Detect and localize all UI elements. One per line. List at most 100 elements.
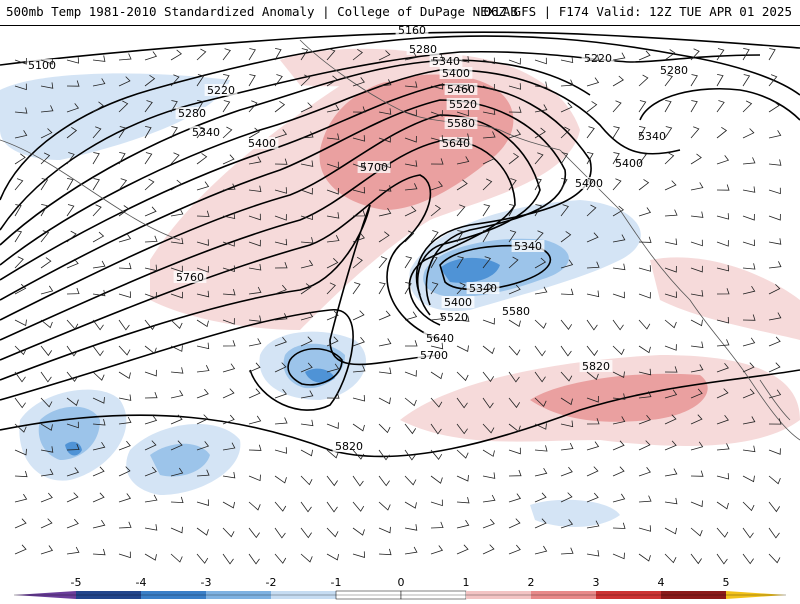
contour-label-background xyxy=(439,67,473,79)
wind-barb xyxy=(560,259,574,269)
wind-barb xyxy=(560,204,569,217)
wind-barb xyxy=(300,311,314,321)
wind-barb xyxy=(222,48,231,61)
wind-barb xyxy=(92,466,105,477)
contour-label-background xyxy=(245,137,279,149)
wind-barb xyxy=(300,419,314,427)
wind-barb xyxy=(716,213,730,220)
wind-barb xyxy=(586,492,599,503)
wind-barb xyxy=(768,159,782,166)
wind-barb xyxy=(768,501,781,513)
wind-barb xyxy=(222,126,233,139)
model-valid-time: 06Z GFS | F174 Valid: 12Z TUE APR 01 202… xyxy=(483,4,792,19)
wind-barb xyxy=(144,319,157,331)
wind-barb xyxy=(768,74,778,87)
wind-barb xyxy=(300,187,313,195)
wind-barb xyxy=(274,158,288,165)
wind-barb xyxy=(144,440,157,451)
wind-barb xyxy=(612,263,626,271)
wind-barb xyxy=(534,371,546,383)
wind-barb xyxy=(196,499,209,506)
wind-barb xyxy=(586,152,594,165)
wind-barb xyxy=(352,449,365,460)
contour-5820 xyxy=(0,369,800,458)
contour-label: 5400 xyxy=(248,137,276,150)
wind-barb xyxy=(456,397,468,409)
wind-barb xyxy=(456,256,464,269)
wind-barb xyxy=(40,545,54,555)
wind-barb xyxy=(456,475,469,482)
wind-barb xyxy=(326,475,338,487)
wind-barb xyxy=(14,544,27,555)
wind-barb xyxy=(118,416,132,425)
wind-barb xyxy=(274,74,283,87)
wind-barb xyxy=(92,519,106,529)
wind-barb xyxy=(586,441,600,451)
wind-barb xyxy=(456,179,468,191)
wind-barb xyxy=(144,51,158,61)
wind-barb xyxy=(482,397,494,409)
wind-barb xyxy=(170,152,180,165)
wind-barb xyxy=(248,415,262,425)
wind-barb xyxy=(40,492,53,503)
wind-barb xyxy=(508,371,520,383)
contour-label: 5280 xyxy=(409,43,437,56)
wind-barb xyxy=(560,547,574,555)
wind-barb xyxy=(768,48,776,61)
wind-barb xyxy=(638,100,647,113)
wind-barb xyxy=(378,449,390,461)
wind-barb xyxy=(66,258,79,269)
wind-barb xyxy=(430,158,444,165)
wind-barb xyxy=(404,183,418,191)
wind-barb xyxy=(378,50,391,61)
wind-barb xyxy=(638,265,652,272)
wind-barb xyxy=(378,282,386,295)
wind-barb xyxy=(66,397,79,406)
contour-label-background xyxy=(332,440,366,452)
wind-barb xyxy=(352,365,366,373)
wind-barb xyxy=(14,230,23,243)
wind-barb xyxy=(144,74,156,87)
contour-label-background xyxy=(357,161,391,173)
wind-barb xyxy=(118,291,131,298)
wind-barb xyxy=(118,152,126,165)
map-title: 500mb Temp 1981-2010 Standardized Anomal… xyxy=(6,4,518,19)
wind-barb xyxy=(222,388,235,399)
wind-barb xyxy=(638,152,647,165)
contour-label: 5700 xyxy=(420,349,448,362)
wind-barb xyxy=(482,544,495,555)
contour-label: 5160 xyxy=(398,26,426,37)
wind-barb xyxy=(196,441,210,451)
wind-barb xyxy=(508,58,521,65)
wind-barb xyxy=(612,371,625,379)
wind-barb xyxy=(352,256,363,269)
wind-barb xyxy=(482,108,496,115)
wind-barb xyxy=(222,74,230,87)
wind-barb xyxy=(274,417,288,425)
wind-barb xyxy=(560,231,572,243)
wind-barb xyxy=(248,286,262,295)
wind-barb xyxy=(40,230,50,243)
wind-barb xyxy=(534,81,548,88)
wind-barb xyxy=(170,414,183,425)
wind-barb xyxy=(456,345,469,353)
wind-barb xyxy=(534,57,547,65)
wind-barb xyxy=(638,319,651,330)
wind-barb xyxy=(456,449,469,459)
wind-barb xyxy=(274,100,286,113)
wind-barb xyxy=(300,390,314,399)
wind-barb xyxy=(690,211,704,218)
contour-label: 5340 xyxy=(514,240,542,253)
wind-barb xyxy=(92,345,104,357)
wind-barb xyxy=(690,414,703,425)
wind-barb xyxy=(690,265,703,273)
wind-barb xyxy=(430,371,443,380)
wind-barb xyxy=(66,319,79,330)
wind-barb xyxy=(144,235,158,243)
wind-barb xyxy=(612,126,620,139)
wind-barb xyxy=(378,526,391,534)
wind-barb xyxy=(456,156,470,165)
wind-barb xyxy=(690,290,704,297)
contour-5280 xyxy=(0,59,591,246)
wind-barb xyxy=(66,421,79,429)
